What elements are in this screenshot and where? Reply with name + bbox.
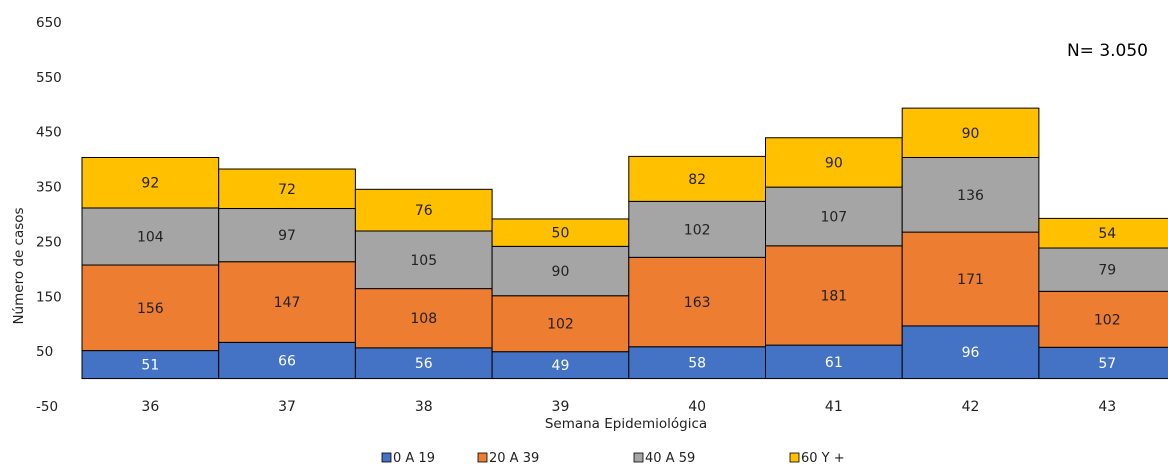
bar-segment xyxy=(218,341,356,380)
legend-label: 0 A 19 xyxy=(393,451,435,466)
bar-segment xyxy=(1038,346,1168,380)
y-tick-label: 450 xyxy=(36,125,62,141)
bar-segment xyxy=(354,347,493,380)
y-tick-label: 150 xyxy=(36,289,62,305)
bar-segment xyxy=(81,264,220,352)
data-label: 102 xyxy=(547,317,574,333)
y-tick-label: 550 xyxy=(36,70,62,86)
bar-segment xyxy=(1038,217,1168,249)
bar-segment xyxy=(765,186,903,247)
bar-segment xyxy=(218,208,356,263)
bar-segment xyxy=(765,344,903,380)
bar-segment xyxy=(81,156,220,209)
x-tick-label: 37 xyxy=(278,399,296,415)
bar-segment xyxy=(901,156,1040,233)
x-axis-ticks: 36 37 38 39 40 41 42 43 xyxy=(141,399,1116,415)
data-label: 57 xyxy=(1098,356,1116,372)
data-label: 136 xyxy=(957,188,984,204)
data-label: 96 xyxy=(962,345,980,361)
data-label: 76 xyxy=(415,203,433,219)
data-label: 107 xyxy=(820,209,847,225)
x-tick-label: 36 xyxy=(141,399,159,415)
bar-segment xyxy=(491,351,630,380)
bar-segment xyxy=(628,346,766,380)
bar-segment xyxy=(1038,247,1168,292)
bar-segment xyxy=(901,325,1040,380)
data-label: 108 xyxy=(410,311,437,327)
legend-swatch xyxy=(477,452,488,463)
data-label: 66 xyxy=(278,353,296,369)
data-label: 105 xyxy=(410,253,437,269)
data-label: 49 xyxy=(552,358,570,374)
x-tick-label: 43 xyxy=(1098,399,1116,415)
data-label: 90 xyxy=(962,126,980,142)
data-label: 102 xyxy=(684,222,711,238)
legend-label: 60 Y + xyxy=(801,451,845,466)
y-tick-label: -50 xyxy=(36,399,58,415)
bar-segment xyxy=(218,168,356,210)
data-label: 147 xyxy=(274,295,301,311)
data-label: 90 xyxy=(825,155,843,171)
data-label: 50 xyxy=(552,226,570,242)
legend-label: 40 A 59 xyxy=(645,451,695,466)
y-tick-label: 350 xyxy=(36,180,62,196)
bar-segment xyxy=(901,107,1040,158)
x-tick-label: 38 xyxy=(415,399,433,415)
y-axis-ticks: -50 50 150 250 350 450 550 650 xyxy=(36,15,62,415)
y-axis-label: Número de casos xyxy=(11,207,27,324)
data-label: 54 xyxy=(1098,226,1116,242)
data-label: 56 xyxy=(415,356,433,372)
y-tick-label: 650 xyxy=(36,15,62,31)
x-tick-label: 42 xyxy=(962,399,980,415)
bar-segment xyxy=(628,256,766,348)
bars: 51 156 104 92 66 147 97 72 56 108 105 76 49 102 90 50 58… xyxy=(81,107,1168,380)
data-label: 82 xyxy=(688,172,706,188)
legend-swatch xyxy=(381,452,392,463)
data-label: 79 xyxy=(1098,263,1116,279)
bar-segment xyxy=(1038,290,1168,348)
legend-swatch xyxy=(633,452,644,463)
y-tick-label: 250 xyxy=(36,234,62,250)
data-label: 90 xyxy=(552,264,570,280)
data-label: 97 xyxy=(278,228,296,244)
legend-swatch xyxy=(789,452,800,463)
bar-segment xyxy=(354,288,493,349)
legend-label: 20 A 39 xyxy=(489,451,539,466)
data-label: 104 xyxy=(137,229,164,245)
bar-segment xyxy=(628,155,766,202)
data-label: 92 xyxy=(141,176,159,192)
x-tick-label: 41 xyxy=(825,399,843,415)
x-tick-label: 40 xyxy=(688,399,706,415)
x-axis-label: Semana Epidemiológica xyxy=(545,416,707,432)
data-label: 156 xyxy=(137,301,164,317)
data-label: 171 xyxy=(957,272,984,288)
legend: 0 A 19 20 A 39 40 A 59 60 Y + xyxy=(381,451,845,466)
y-tick-label: 50 xyxy=(36,344,53,360)
data-label: 58 xyxy=(688,356,706,372)
bar-segment xyxy=(218,261,356,343)
bar-segment xyxy=(491,218,630,247)
data-label: 51 xyxy=(141,358,159,374)
data-label: 181 xyxy=(820,288,847,304)
data-label: 61 xyxy=(825,355,843,371)
bar-segment xyxy=(628,200,766,258)
data-label: 72 xyxy=(278,182,296,198)
data-label: 102 xyxy=(1094,312,1121,328)
bar-segment xyxy=(354,188,493,232)
bar-segment xyxy=(81,350,220,380)
x-tick-label: 39 xyxy=(552,399,570,415)
total-annotation: N= 3.050 xyxy=(1067,41,1148,61)
data-label: 163 xyxy=(684,295,711,311)
